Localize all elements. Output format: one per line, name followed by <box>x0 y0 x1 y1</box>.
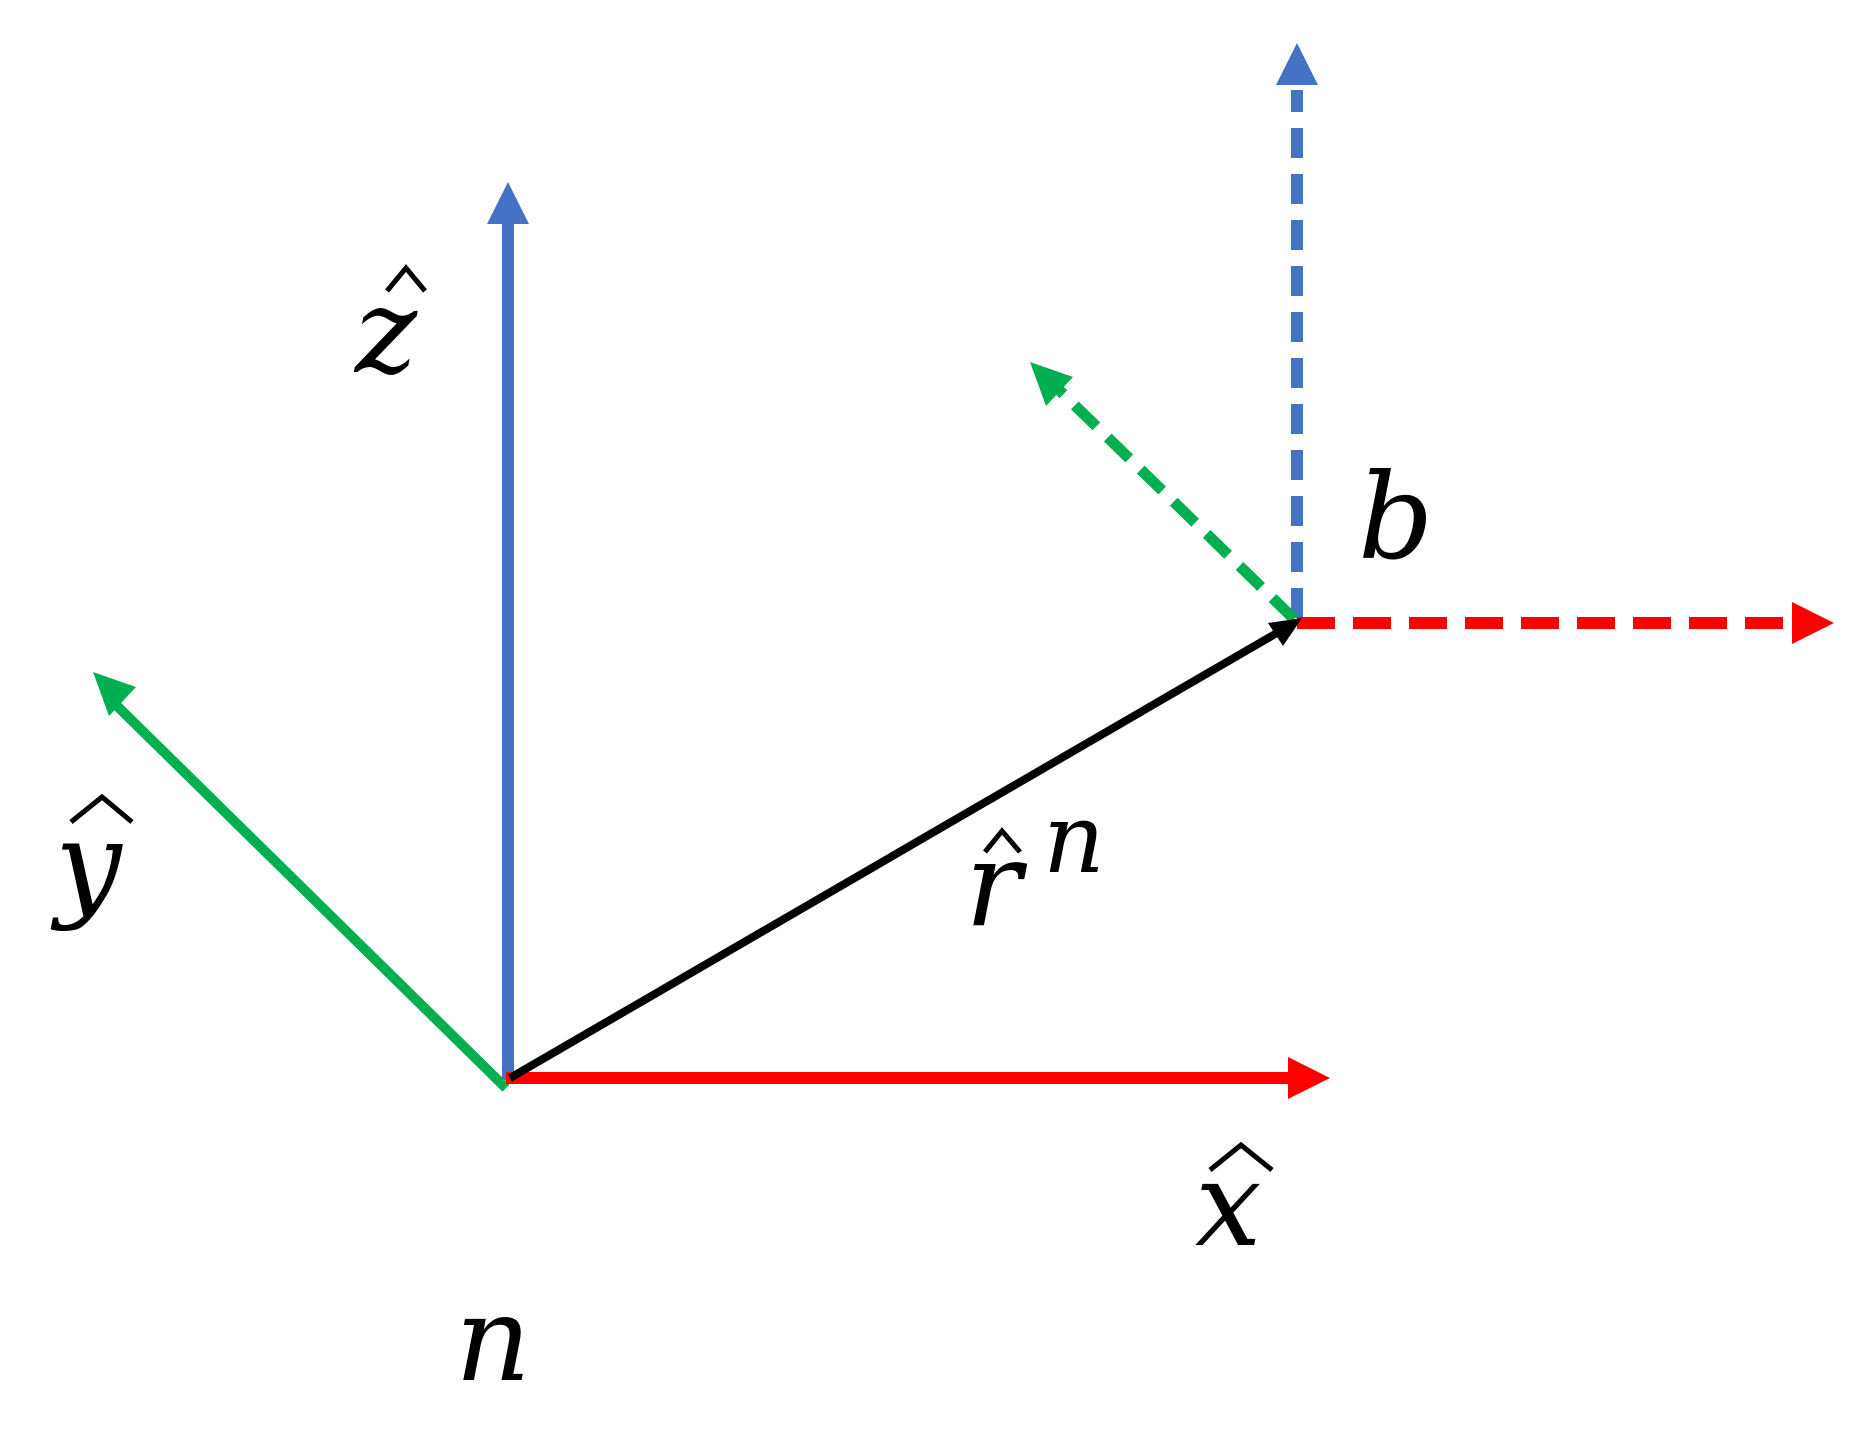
svg-text:r: r <box>965 815 1028 953</box>
position-vector-arrow <box>507 618 1302 1082</box>
b-frame-x-axis <box>1297 602 1834 644</box>
svg-text:x: x <box>1195 1135 1262 1273</box>
n-frame-x-axis <box>506 1057 1330 1099</box>
frame-n-label: n <box>455 1270 531 1408</box>
n-frame-y-label: y <box>50 793 134 933</box>
r-hat-icon <box>983 827 1022 854</box>
b-frame-z-axis <box>1276 43 1318 618</box>
position-vector-label: r n <box>965 783 1105 953</box>
x-hat-icon <box>1208 1141 1274 1172</box>
frame-b-label: b <box>1358 448 1434 586</box>
z-hat-icon <box>385 264 427 293</box>
y-hat-icon <box>69 793 134 824</box>
svg-text:n: n <box>1043 783 1105 895</box>
n-frame-y-axis <box>93 672 510 1092</box>
n-frame-z-axis <box>487 182 529 1080</box>
n-frame-z-label: z <box>353 262 427 400</box>
b-frame-y-axis <box>1030 362 1298 623</box>
n-frame-x-label: x <box>1195 1135 1274 1273</box>
svg-text:y: y <box>50 795 123 933</box>
svg-text:z: z <box>353 262 418 400</box>
